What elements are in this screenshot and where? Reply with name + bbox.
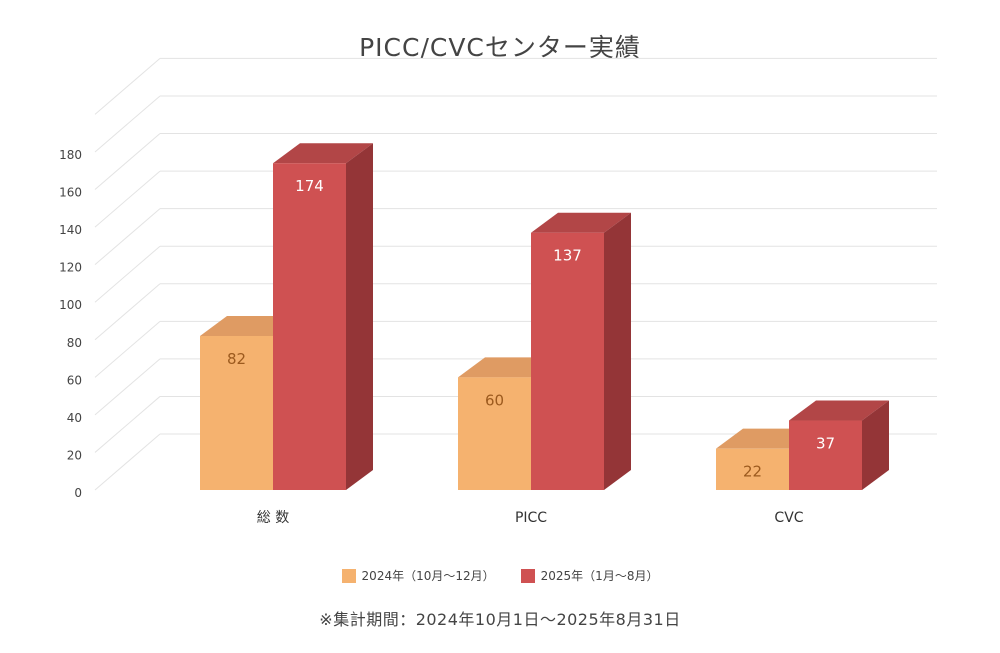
bar-side [346,143,373,490]
y-tick-label: 20 [67,448,82,462]
legend-swatch-2024 [341,568,356,583]
y-tick-label: 0 [74,486,82,500]
data-label: 82 [227,350,246,368]
bar [789,420,862,490]
bar [200,336,273,490]
y-tick-label: 180 [59,148,82,162]
legend-item-2024: 2024年（10月〜12月） [341,567,495,584]
bar [531,232,604,491]
bar-top [789,400,889,421]
bar-side [604,212,631,491]
aggregation-period-note: ※集計期間：2024年10月1日〜2025年8月31日 [319,610,681,629]
legend-label-2024: 2024年（10月〜12月） [361,569,495,583]
gridline-side [94,396,161,453]
x-tick-label: CVC [774,510,803,526]
y-tick-label: 160 [59,186,82,200]
legend-label-2025: 2025年（1月〜8月） [540,569,659,583]
gridline-side [94,433,161,491]
bar-chart: 0 20 40 60 80 100 120 140 160 180 82 174 総 数 60 137 PIC… [59,57,937,526]
gridline-side [94,283,161,341]
y-tick-label: 80 [67,336,82,350]
chart-title: PICC/CVCセンター実績 [359,33,641,62]
data-label: 60 [485,391,504,409]
gridline-side [94,358,161,416]
y-tick-label: 140 [59,223,82,237]
bar [458,377,531,490]
gridline-side [94,320,161,378]
bar-top [273,143,373,164]
y-tick-label: 40 [67,411,82,425]
data-label: 137 [553,247,582,265]
gridline-side [94,58,161,115]
bar-side [862,400,889,490]
gridline-side [94,245,161,303]
chart-legend: 2024年（10月〜12月） 2025年（1月〜8月） [0,567,1000,584]
data-label: 37 [816,435,835,453]
data-label: 22 [743,463,762,481]
legend-item-2025: 2025年（1月〜8月） [520,567,659,584]
gridline-side [94,133,161,190]
gridline-side [94,170,161,228]
gridline-side [94,208,161,266]
data-label: 174 [295,177,324,195]
bar [273,163,346,490]
bar-top [531,212,631,233]
y-tick-label: 60 [67,373,82,387]
x-tick-label: PICC [515,510,547,526]
y-tick-label: 120 [59,261,82,275]
x-tick-label: 総 数 [257,510,289,526]
legend-swatch-2025 [520,568,535,583]
gridline-side [94,95,161,153]
bar [716,448,789,490]
y-tick-label: 100 [59,298,82,312]
